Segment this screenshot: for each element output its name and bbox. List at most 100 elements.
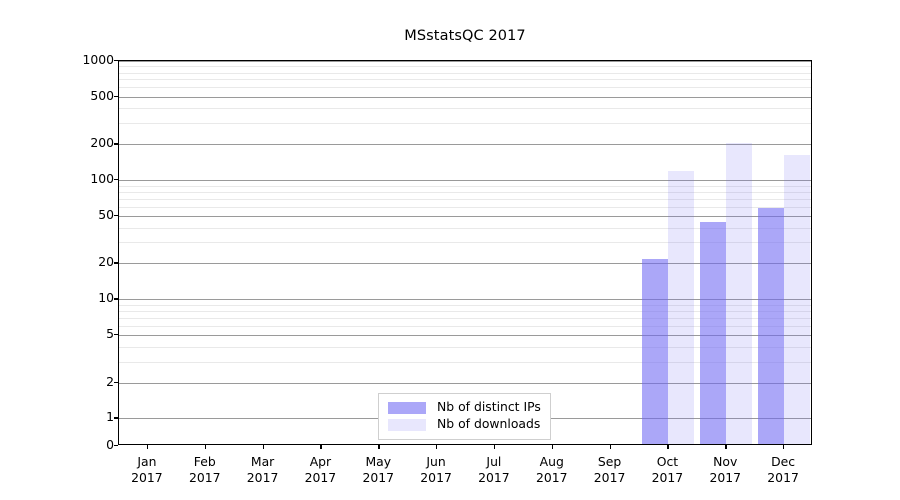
bar-ips-dec — [758, 208, 785, 444]
y-axis-tick-label: 100 — [90, 171, 114, 187]
y-axis-tick-label: 2 — [106, 373, 114, 389]
y-axis-tick-mark — [114, 179, 118, 181]
plot-area — [118, 60, 812, 445]
gridline-minor — [119, 87, 811, 89]
gridline-minor — [119, 361, 811, 363]
x-axis-tick-label: Jan 2017 — [112, 454, 182, 485]
x-axis-tick-mark — [436, 445, 438, 449]
gridline-minor — [119, 72, 811, 74]
x-tick-year: 2017 — [651, 469, 684, 485]
x-tick-month: Jan — [137, 454, 157, 469]
y-axis-tick-label: 5 — [106, 326, 114, 342]
x-axis: Jan 2017 Feb 2017 Mar 2017 Apr 2017 May 2017 Jun 20… — [118, 445, 812, 500]
x-tick-month: Jun — [426, 454, 446, 469]
gridline-minor — [119, 185, 811, 187]
y-axis-tick-mark — [114, 95, 118, 98]
y-axis-tick-label: 10 — [98, 290, 114, 306]
x-axis-tick-label: Nov 2017 — [690, 454, 760, 485]
gridline-major — [119, 335, 811, 337]
y-axis-tick-mark — [114, 381, 118, 383]
x-tick-year: 2017 — [362, 469, 395, 485]
gridline-minor — [119, 198, 811, 200]
x-axis-tick-mark — [725, 445, 727, 449]
y-axis-tick-mark — [114, 417, 118, 419]
legend-item: Nb of downloads — [388, 416, 541, 433]
x-tick-month: Jul — [486, 454, 502, 469]
x-axis-tick-mark — [667, 445, 669, 449]
y-axis-tick-label: 0 — [106, 437, 114, 452]
gridline-major — [119, 382, 811, 384]
x-axis-tick-label: May 2017 — [343, 454, 413, 485]
bar-ips-oct — [642, 258, 669, 444]
x-tick-month: Oct — [656, 454, 679, 469]
x-axis-tick-mark — [146, 445, 149, 449]
x-axis-tick-label: Oct 2017 — [632, 454, 702, 485]
x-tick-month: May — [365, 454, 392, 469]
x-axis-tick-mark — [609, 445, 611, 449]
y-axis-tick-mark — [114, 143, 118, 145]
y-axis-tick-label: 200 — [90, 135, 114, 151]
bar-dls-oct — [668, 170, 695, 444]
x-axis-tick-mark — [204, 445, 207, 449]
legend-label: Nb of distinct IPs — [437, 399, 541, 415]
x-axis-tick-label: Jul 2017 — [459, 454, 529, 485]
x-tick-month: Mar — [250, 454, 275, 469]
y-axis-tick-label: 50 — [98, 207, 114, 223]
chart-title: MSstatsQC 2017 — [404, 28, 526, 44]
x-tick-year: 2017 — [304, 469, 337, 485]
gridline-major — [119, 180, 811, 182]
bar-dls-dec — [784, 155, 811, 444]
x-axis-tick-mark — [493, 445, 496, 449]
x-tick-year: 2017 — [188, 469, 221, 485]
legend-item: Nb of distinct IPs — [388, 399, 541, 416]
y-axis-tick-mark — [114, 262, 118, 264]
x-axis-tick-mark — [262, 445, 264, 449]
y-axis-tick-mark — [114, 60, 118, 62]
y-axis-tick-mark — [114, 445, 118, 447]
x-tick-year: 2017 — [767, 469, 799, 485]
gridline-minor — [119, 227, 811, 229]
x-tick-month: Feb — [193, 454, 216, 469]
bar-dls-nov — [726, 142, 753, 444]
bar-ips-nov — [700, 221, 727, 444]
gridline-minor — [119, 325, 811, 327]
x-axis-tick-label: Sep 2017 — [575, 454, 645, 485]
x-axis-tick-label: Dec 2017 — [748, 454, 818, 485]
y-axis-tick-label: 500 — [90, 87, 114, 103]
x-axis-tick-label: Apr 2017 — [285, 454, 355, 485]
x-tick-year: 2017 — [709, 469, 742, 485]
gridline-major — [119, 216, 811, 218]
y-axis: 1000 500 200 100 50 20 10 5 2 1 0 — [64, 53, 114, 451]
y-axis-tick-label: 20 — [98, 254, 114, 270]
gridline-minor — [119, 346, 811, 348]
x-tick-month: Aug — [539, 454, 564, 469]
gridline-minor — [119, 191, 811, 193]
x-tick-year: 2017 — [246, 469, 279, 485]
gridline-minor — [119, 317, 811, 319]
x-tick-year: 2017 — [478, 469, 510, 485]
gridline-minor — [119, 66, 811, 68]
gridline-major — [119, 96, 811, 98]
x-tick-month: Apr — [309, 454, 332, 469]
x-axis-tick-mark — [320, 445, 322, 449]
x-axis-tick-label: Feb 2017 — [170, 454, 240, 485]
x-tick-month: Sep — [597, 454, 622, 469]
x-axis-tick-label: Mar 2017 — [228, 454, 298, 485]
gridline-minor — [119, 206, 811, 208]
gridline-minor — [119, 79, 811, 81]
y-axis-tick-mark — [114, 215, 118, 217]
gridline-major — [119, 299, 811, 301]
x-axis-tick-label: Aug 2017 — [517, 454, 587, 485]
y-axis-ticks — [114, 60, 118, 447]
gridline-major — [119, 263, 811, 265]
gridline-major — [119, 144, 811, 146]
x-axis-tick-label: Jun 2017 — [401, 454, 471, 485]
gridline-minor — [119, 310, 811, 312]
legend-label: Nb of downloads — [437, 416, 541, 432]
x-tick-month: Dec — [771, 454, 796, 469]
gridline-major — [119, 61, 811, 62]
x-tick-year: 2017 — [420, 469, 452, 485]
x-axis-tick-mark — [783, 445, 785, 449]
x-axis-tick-mark — [551, 445, 554, 449]
